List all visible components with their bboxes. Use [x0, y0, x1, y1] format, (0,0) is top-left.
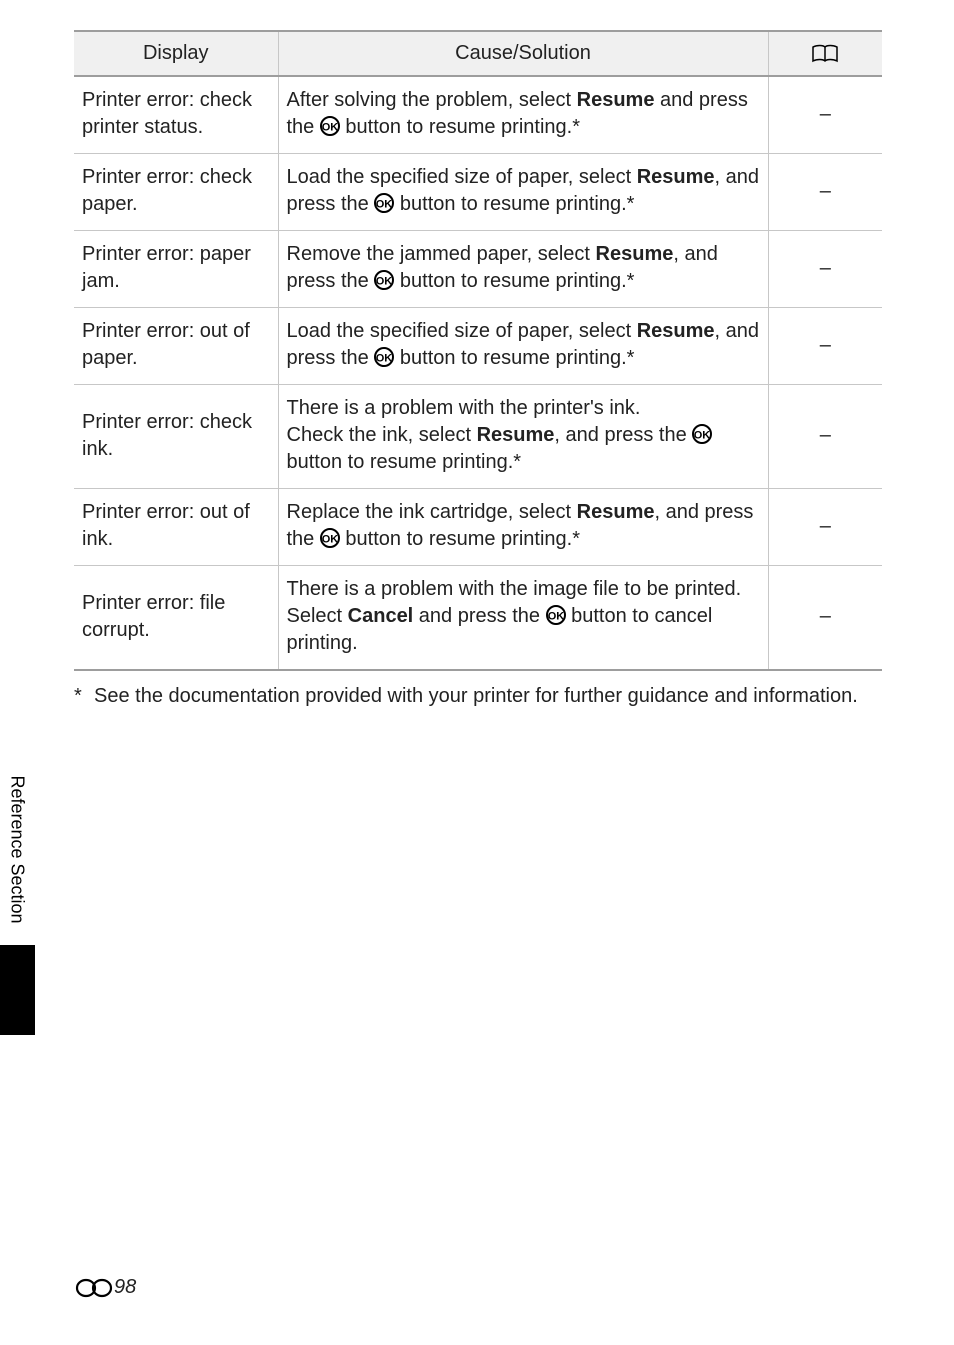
cause-bold: Resume [477, 424, 555, 446]
side-tab: Reference Section [0, 753, 35, 1035]
error-table: Display Cause/Solution Printer error: ch… [74, 30, 882, 671]
cause-text: Select [287, 605, 348, 627]
ok-icon [546, 605, 566, 625]
table-cell-display: Printer error: check paper. [74, 154, 278, 231]
table-cell-cause: Load the specified size of paper, select… [278, 154, 768, 231]
table-cell-cause: Replace the ink cartridge, select Resume… [278, 489, 768, 566]
table-cell-ref: – [768, 489, 882, 566]
chain-icon [74, 1277, 114, 1299]
col-header-ref [768, 31, 882, 76]
cause-text: button to resume printing.* [340, 528, 580, 550]
table-cell-display: Printer error: file corrupt. [74, 566, 278, 671]
table-cell-ref: – [768, 231, 882, 308]
cause-text: Load the specified size of paper, select [287, 166, 637, 188]
table-cell-cause: Remove the jammed paper, select Resume, … [278, 231, 768, 308]
cause-text: button to resume printing.* [340, 116, 580, 138]
ok-icon [374, 347, 394, 367]
page-number: 98 [114, 1276, 136, 1299]
ok-icon [374, 193, 394, 213]
ok-icon [374, 270, 394, 290]
cause-text: button to resume printing.* [287, 451, 522, 473]
cause-text: After solving the problem, select [287, 89, 577, 111]
cause-line1: There is a problem with the printer's in… [287, 397, 641, 419]
cause-text: Remove the jammed paper, select [287, 243, 596, 265]
table-cell-cause: After solving the problem, select Resume… [278, 76, 768, 154]
side-tab-label: Reference Section [7, 775, 28, 923]
side-tab-black [0, 945, 35, 1035]
col-header-display: Display [74, 31, 278, 76]
table-cell-ref: – [768, 76, 882, 154]
cause-text: button to resume printing.* [394, 193, 634, 215]
cause-text: Replace the ink cartridge, select [287, 501, 577, 523]
cause-text: Load the specified size of paper, select [287, 320, 637, 342]
cause-text: , and press the [554, 424, 692, 446]
footnote-text: See the documentation provided with your… [94, 683, 858, 709]
table-cell-ref: – [768, 308, 882, 385]
book-icon [811, 44, 839, 64]
table-cell-display: Printer error: check printer status. [74, 76, 278, 154]
ok-icon [320, 116, 340, 136]
table-cell-cause: There is a problem with the printer's in… [278, 385, 768, 489]
side-tab-label-box: Reference Section [0, 753, 35, 945]
page-footer: 98 [74, 1276, 136, 1299]
table-cell-display: Printer error: check ink. [74, 385, 278, 489]
cause-bold: Resume [596, 243, 674, 265]
table-cell-cause: There is a problem with the image file t… [278, 566, 768, 671]
cause-bold: Resume [577, 501, 655, 523]
ok-icon [692, 424, 712, 444]
table-cell-display: Printer error: out of paper. [74, 308, 278, 385]
cause-bold: Cancel [348, 605, 414, 627]
cause-text: button to resume printing.* [394, 270, 634, 292]
cause-text: and press the [413, 605, 545, 627]
cause-text: button to resume printing.* [394, 347, 634, 369]
table-cell-cause: Load the specified size of paper, select… [278, 308, 768, 385]
col-header-cause: Cause/Solution [278, 31, 768, 76]
table-cell-ref: – [768, 154, 882, 231]
cause-bold: Resume [637, 166, 715, 188]
cause-bold: Resume [577, 89, 655, 111]
table-cell-ref: – [768, 566, 882, 671]
cause-line1: There is a problem with the image file t… [287, 578, 742, 600]
table-cell-display: Printer error: paper jam. [74, 231, 278, 308]
footnote-asterisk: * [74, 683, 94, 709]
cause-bold: Resume [637, 320, 715, 342]
cause-text: Check the ink, select [287, 424, 477, 446]
table-cell-display: Printer error: out of ink. [74, 489, 278, 566]
table-cell-ref: – [768, 385, 882, 489]
ok-icon [320, 528, 340, 548]
footnote: * See the documentation provided with yo… [74, 683, 880, 709]
